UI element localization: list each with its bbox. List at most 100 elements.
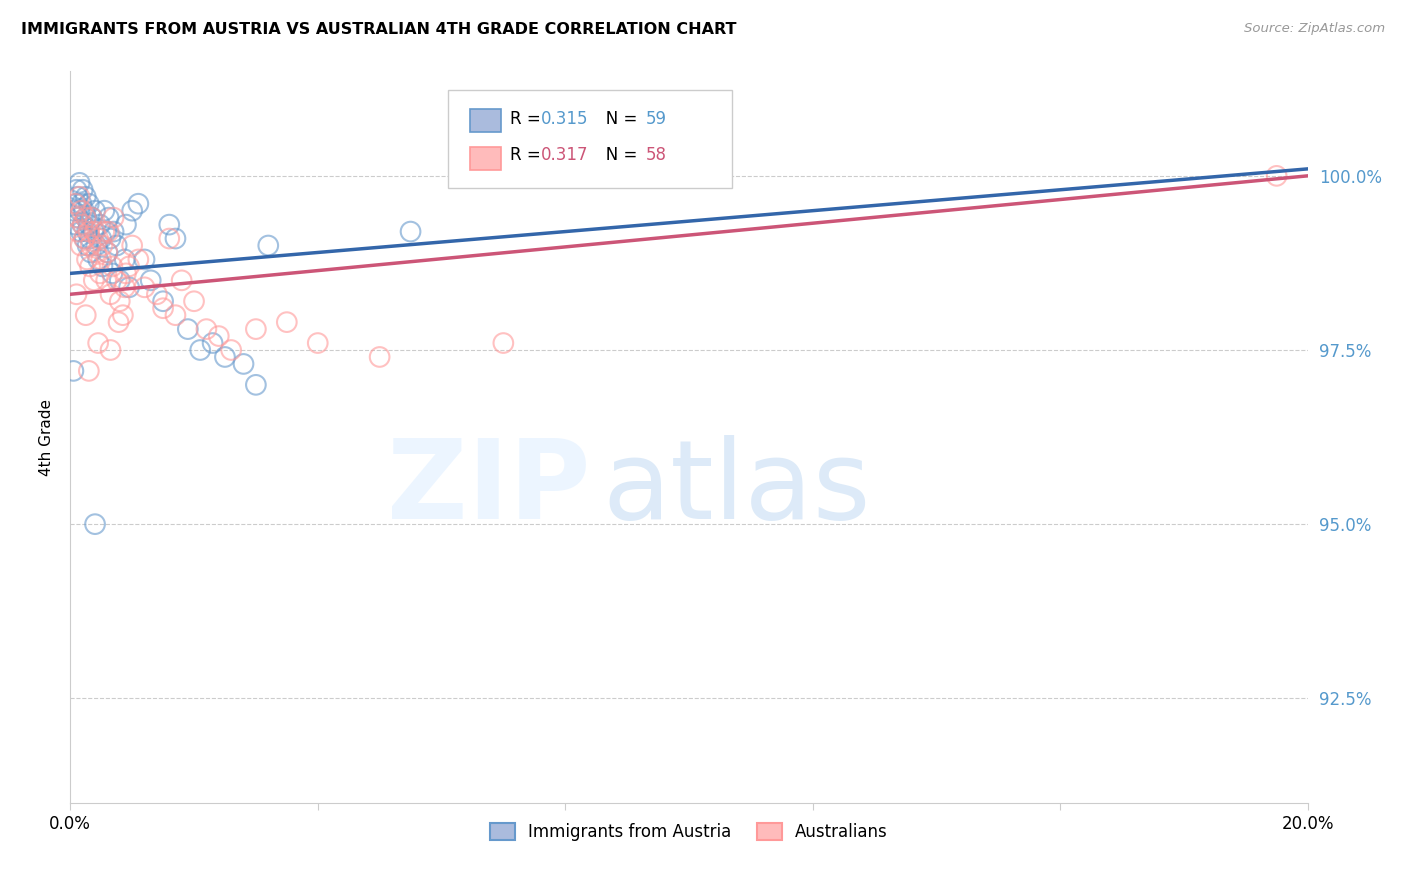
Point [127, 252, 149, 267]
Point [245, 377, 267, 392]
Point [84, 203, 107, 218]
Point [100, 231, 122, 245]
Point [97, 225, 120, 239]
Point [97, 211, 120, 225]
Point [257, 238, 280, 252]
Text: 0.317: 0.317 [540, 146, 588, 164]
Point [89, 266, 111, 280]
Point [219, 343, 242, 357]
Point [91, 260, 114, 274]
Point [93, 225, 115, 239]
Point [96, 245, 118, 260]
Point [62, 203, 84, 218]
Point [1265, 169, 1288, 183]
Point [134, 252, 156, 267]
Point [77, 196, 100, 211]
Point [195, 322, 218, 336]
Point [232, 357, 254, 371]
Point [87, 231, 110, 245]
Point [72, 183, 94, 197]
FancyBboxPatch shape [470, 146, 501, 170]
Point [152, 294, 174, 309]
Point [157, 231, 180, 245]
Point [165, 308, 187, 322]
Point [69, 190, 91, 204]
Point [84, 517, 107, 532]
Point [93, 203, 115, 218]
Point [118, 280, 141, 294]
Point [96, 225, 118, 239]
Point [80, 211, 103, 225]
Point [108, 294, 131, 309]
Point [100, 287, 122, 301]
Text: R =: R = [509, 146, 546, 164]
Text: 0.315: 0.315 [540, 110, 588, 128]
Point [177, 322, 200, 336]
Text: atlas: atlas [602, 434, 870, 541]
Point [307, 336, 329, 351]
Point [170, 273, 193, 287]
Point [115, 218, 138, 232]
Point [157, 218, 180, 232]
Point [79, 260, 101, 274]
Point [72, 218, 94, 232]
Point [492, 336, 515, 351]
Point [65, 183, 87, 197]
Point [115, 266, 138, 280]
Point [70, 203, 93, 218]
FancyBboxPatch shape [447, 90, 733, 188]
Point [118, 260, 141, 274]
Point [65, 287, 87, 301]
Point [108, 273, 131, 287]
Point [77, 225, 100, 239]
Point [69, 176, 91, 190]
Point [65, 218, 87, 232]
Point [114, 252, 136, 267]
Point [69, 225, 91, 239]
FancyBboxPatch shape [470, 109, 501, 132]
Point [165, 231, 187, 245]
Point [183, 294, 205, 309]
Point [188, 343, 211, 357]
Legend: Immigrants from Austria, Australians: Immigrants from Austria, Australians [482, 814, 896, 849]
Point [90, 252, 112, 267]
Point [65, 211, 87, 225]
Point [368, 350, 391, 364]
Point [69, 238, 91, 252]
Point [152, 301, 174, 316]
Point [89, 218, 111, 232]
Point [65, 196, 87, 211]
Point [121, 203, 143, 218]
Text: 58: 58 [645, 146, 666, 164]
Point [77, 218, 100, 232]
Text: N =: N = [591, 146, 643, 164]
Point [72, 218, 94, 232]
Text: 59: 59 [645, 110, 666, 128]
Point [84, 238, 107, 252]
Point [146, 287, 169, 301]
Text: ZIP: ZIP [387, 434, 591, 541]
Point [276, 315, 298, 329]
Point [127, 196, 149, 211]
Point [69, 203, 91, 218]
Point [208, 329, 231, 343]
Point [80, 245, 103, 260]
Point [70, 196, 93, 211]
Point [67, 211, 90, 225]
Point [77, 364, 100, 378]
Point [83, 273, 105, 287]
Point [103, 225, 125, 239]
Point [100, 343, 122, 357]
Point [65, 196, 87, 211]
Point [76, 225, 98, 239]
Text: N =: N = [591, 110, 643, 128]
Point [84, 225, 107, 239]
Point [66, 190, 89, 204]
Point [87, 252, 110, 267]
Point [201, 336, 224, 351]
Point [245, 322, 267, 336]
Point [87, 336, 110, 351]
Point [76, 238, 98, 252]
Point [90, 231, 112, 245]
Point [62, 364, 84, 378]
